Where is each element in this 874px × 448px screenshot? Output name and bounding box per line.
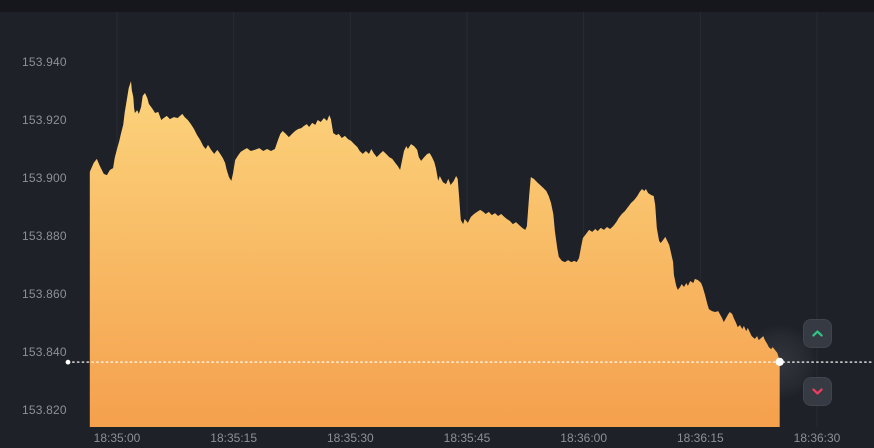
x-axis-tick-label: 18:35:15 xyxy=(210,431,258,445)
chevron-down-icon xyxy=(812,388,823,395)
y-axis-tick-label: 153.880 xyxy=(22,229,67,243)
y-axis-tick-label: 153.940 xyxy=(22,55,67,69)
y-axis-tick-label: 153.820 xyxy=(22,403,67,417)
area-fill xyxy=(89,81,780,427)
y-axis-tick-label: 153.840 xyxy=(22,345,67,359)
y-axis-tick-label: 153.860 xyxy=(22,287,67,301)
price-area-series xyxy=(89,81,780,427)
chevron-up-icon xyxy=(812,330,823,337)
top-divider-strip xyxy=(0,0,874,12)
y-axis-tick-label: 153.900 xyxy=(22,171,67,185)
y-axis-tick-label: 153.920 xyxy=(22,113,67,127)
price-down-button[interactable] xyxy=(803,377,832,406)
x-axis-tick-label: 18:36:30 xyxy=(793,431,841,445)
price-line-left-dot xyxy=(65,359,71,365)
x-axis-tick-label: 18:35:00 xyxy=(93,431,141,445)
x-axis-tick-label: 18:36:00 xyxy=(560,431,608,445)
current-price-dots xyxy=(65,357,784,366)
current-price-end-dot xyxy=(775,357,784,366)
x-axis-tick-label: 18:36:15 xyxy=(676,431,724,445)
price-up-button[interactable] xyxy=(803,319,832,348)
x-axis-tick-label: 18:35:45 xyxy=(443,431,491,445)
x-axis-tick-label: 18:35:30 xyxy=(326,431,374,445)
